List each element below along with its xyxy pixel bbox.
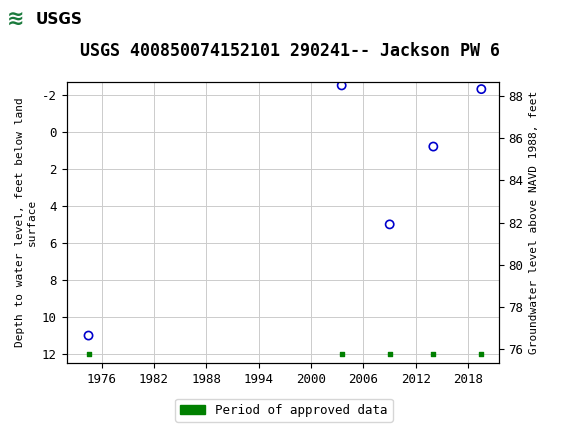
Point (429, 350, 438, 357)
Point (385, 221, 394, 228)
Point (385, 350, 394, 357)
Point (429, 143, 438, 150)
Legend: Period of approved data: Period of approved data (175, 399, 393, 421)
Text: USGS: USGS (36, 12, 83, 27)
Y-axis label: Groundwater level above NAVD 1988, feet: Groundwater level above NAVD 1988, feet (529, 91, 539, 354)
Point (84, 350, 93, 357)
Text: ≋: ≋ (7, 9, 24, 29)
Point (477, 350, 486, 357)
Point (337, 350, 346, 357)
Point (477, 86, 486, 92)
Point (84, 332, 93, 339)
Text: USGS 400850074152101 290241-- Jackson PW 6: USGS 400850074152101 290241-- Jackson PW… (80, 42, 500, 60)
Bar (3, 3, 78, 37)
Y-axis label: Depth to water level, feet below land
surface: Depth to water level, feet below land su… (15, 98, 37, 347)
Point (337, 82, 346, 89)
